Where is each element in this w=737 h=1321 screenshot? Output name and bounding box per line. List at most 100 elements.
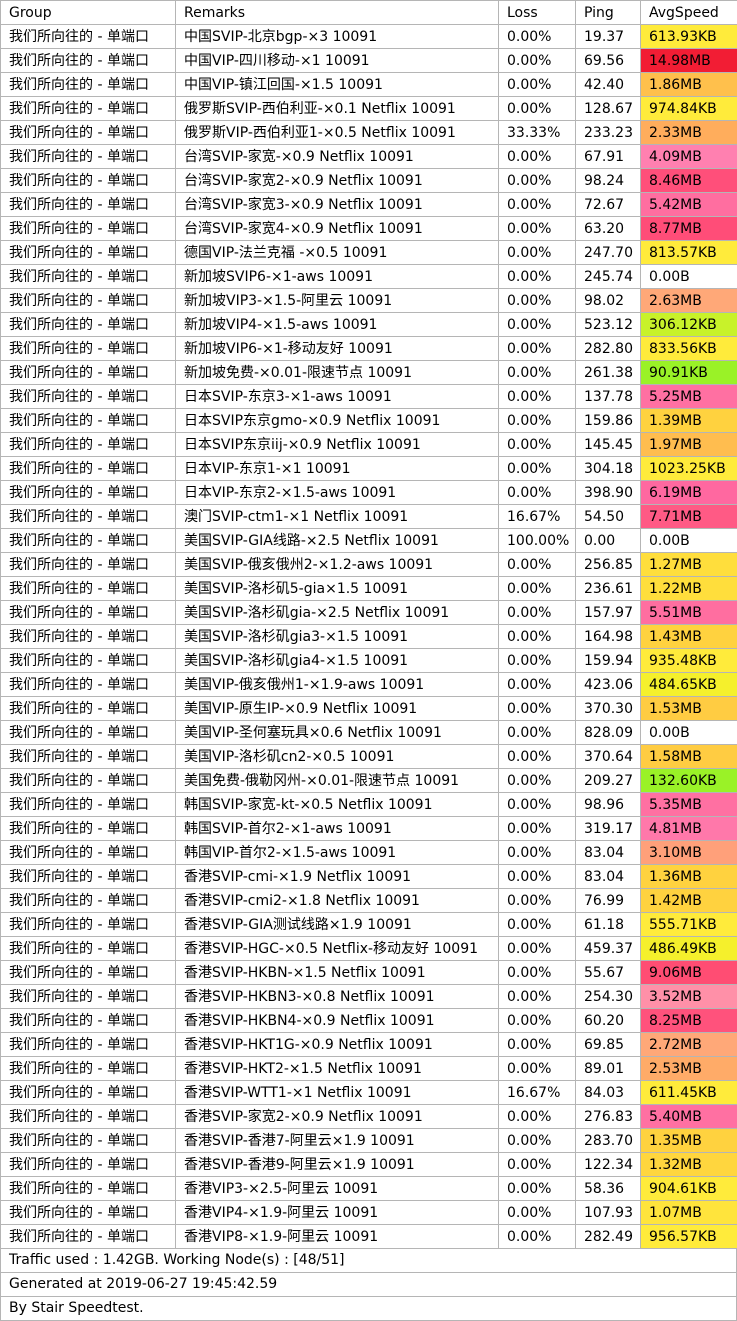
cell-avgspeed: 0.00B: [641, 265, 737, 289]
cell-remarks: 台湾SVIP-家宽2-×0.9 Netflix 10091: [176, 169, 499, 193]
cell-ping: 69.85: [576, 1033, 641, 1057]
cell-group: 我们所向往的 - 单端口: [1, 1009, 176, 1033]
cell-group: 我们所向往的 - 单端口: [1, 721, 176, 745]
cell-avgspeed: 4.09MB: [641, 145, 737, 169]
cell-loss: 0.00%: [499, 241, 576, 265]
cell-loss: 0.00%: [499, 433, 576, 457]
cell-loss: 0.00%: [499, 169, 576, 193]
column-header-loss: Loss: [499, 1, 576, 25]
cell-remarks: 俄罗斯VIP-西伯利亚1-×0.5 Netflix 10091: [176, 121, 499, 145]
cell-group: 我们所向往的 - 单端口: [1, 25, 176, 49]
cell-group: 我们所向往的 - 单端口: [1, 1201, 176, 1225]
cell-loss: 0.00%: [499, 865, 576, 889]
cell-avgspeed: 1.32MB: [641, 1153, 737, 1177]
cell-remarks: 韩国SVIP-家宽-kt-×0.5 Netflix 10091: [176, 793, 499, 817]
cell-ping: 63.20: [576, 217, 641, 241]
cell-avgspeed: 613.93KB: [641, 25, 737, 49]
cell-avgspeed: 7.71MB: [641, 505, 737, 529]
cell-avgspeed: 6.19MB: [641, 481, 737, 505]
cell-group: 我们所向往的 - 单端口: [1, 1081, 176, 1105]
table-row: 我们所向往的 - 单端口韩国SVIP-家宽-kt-×0.5 Netflix 10…: [1, 793, 737, 817]
cell-ping: 233.23: [576, 121, 641, 145]
cell-loss: 0.00%: [499, 337, 576, 361]
cell-ping: 42.40: [576, 73, 641, 97]
cell-ping: 459.37: [576, 937, 641, 961]
cell-group: 我们所向往的 - 单端口: [1, 457, 176, 481]
cell-loss: 100.00%: [499, 529, 576, 553]
cell-remarks: 美国SVIP-洛杉矶gia3-×1.5 10091: [176, 625, 499, 649]
cell-remarks: 中国VIP-四川移动-×1 10091: [176, 49, 499, 73]
cell-ping: 236.61: [576, 577, 641, 601]
cell-ping: 122.34: [576, 1153, 641, 1177]
cell-ping: 58.36: [576, 1177, 641, 1201]
cell-remarks: 新加坡VIP3-×1.5-阿里云 10091: [176, 289, 499, 313]
cell-loss: 0.00%: [499, 481, 576, 505]
cell-loss: 0.00%: [499, 985, 576, 1009]
cell-remarks: 美国SVIP-洛杉矶5-gia×1.5 10091: [176, 577, 499, 601]
cell-group: 我们所向往的 - 单端口: [1, 985, 176, 1009]
cell-loss: 0.00%: [499, 217, 576, 241]
table-row: 我们所向往的 - 单端口日本SVIP东京iij-×0.9 Netflix 100…: [1, 433, 737, 457]
cell-loss: 0.00%: [499, 193, 576, 217]
cell-ping: 261.38: [576, 361, 641, 385]
cell-ping: 0.00: [576, 529, 641, 553]
cell-loss: 0.00%: [499, 937, 576, 961]
cell-group: 我们所向往的 - 单端口: [1, 865, 176, 889]
table-row: 我们所向往的 - 单端口香港SVIP-cmi2-×1.8 Netflix 100…: [1, 889, 737, 913]
cell-remarks: 美国SVIP-俄亥俄州2-×1.2-aws 10091: [176, 553, 499, 577]
cell-ping: 60.20: [576, 1009, 641, 1033]
table-row: 我们所向往的 - 单端口香港SVIP-HKT2-×1.5 Netflix 100…: [1, 1057, 737, 1081]
cell-group: 我们所向往的 - 单端口: [1, 385, 176, 409]
cell-avgspeed: 5.25MB: [641, 385, 737, 409]
cell-ping: 209.27: [576, 769, 641, 793]
cell-avgspeed: 904.61KB: [641, 1177, 737, 1201]
table-row: 我们所向往的 - 单端口台湾SVIP-家宽2-×0.9 Netflix 1009…: [1, 169, 737, 193]
cell-loss: 0.00%: [499, 1033, 576, 1057]
cell-avgspeed: 2.33MB: [641, 121, 737, 145]
cell-ping: 55.67: [576, 961, 641, 985]
cell-remarks: 日本SVIP-东京3-×1-aws 10091: [176, 385, 499, 409]
cell-ping: 423.06: [576, 673, 641, 697]
cell-avgspeed: 974.84KB: [641, 97, 737, 121]
cell-loss: 0.00%: [499, 457, 576, 481]
cell-avgspeed: 3.52MB: [641, 985, 737, 1009]
cell-avgspeed: 1.07MB: [641, 1201, 737, 1225]
cell-group: 我们所向往的 - 单端口: [1, 793, 176, 817]
cell-ping: 89.01: [576, 1057, 641, 1081]
cell-avgspeed: 2.53MB: [641, 1057, 737, 1081]
cell-remarks: 韩国VIP-首尔2-×1.5-aws 10091: [176, 841, 499, 865]
cell-ping: 128.67: [576, 97, 641, 121]
cell-avgspeed: 611.45KB: [641, 1081, 737, 1105]
cell-group: 我们所向往的 - 单端口: [1, 961, 176, 985]
cell-loss: 0.00%: [499, 289, 576, 313]
cell-loss: 16.67%: [499, 505, 576, 529]
cell-group: 我们所向往的 - 单端口: [1, 49, 176, 73]
cell-avgspeed: 484.65KB: [641, 673, 737, 697]
cell-ping: 828.09: [576, 721, 641, 745]
cell-loss: 0.00%: [499, 385, 576, 409]
cell-ping: 282.49: [576, 1225, 641, 1249]
cell-group: 我们所向往的 - 单端口: [1, 409, 176, 433]
cell-remarks: 香港SVIP-HKT1G-×0.9 Netflix 10091: [176, 1033, 499, 1057]
cell-ping: 145.45: [576, 433, 641, 457]
cell-ping: 61.18: [576, 913, 641, 937]
cell-ping: 98.24: [576, 169, 641, 193]
cell-loss: 0.00%: [499, 913, 576, 937]
cell-loss: 0.00%: [499, 1105, 576, 1129]
cell-loss: 0.00%: [499, 1201, 576, 1225]
cell-avgspeed: 486.49KB: [641, 937, 737, 961]
cell-avgspeed: 1.58MB: [641, 745, 737, 769]
cell-remarks: 香港SVIP-HKBN3-×0.8 Netflix 10091: [176, 985, 499, 1009]
cell-ping: 319.17: [576, 817, 641, 841]
cell-ping: 76.99: [576, 889, 641, 913]
cell-group: 我们所向往的 - 单端口: [1, 169, 176, 193]
cell-loss: 0.00%: [499, 553, 576, 577]
